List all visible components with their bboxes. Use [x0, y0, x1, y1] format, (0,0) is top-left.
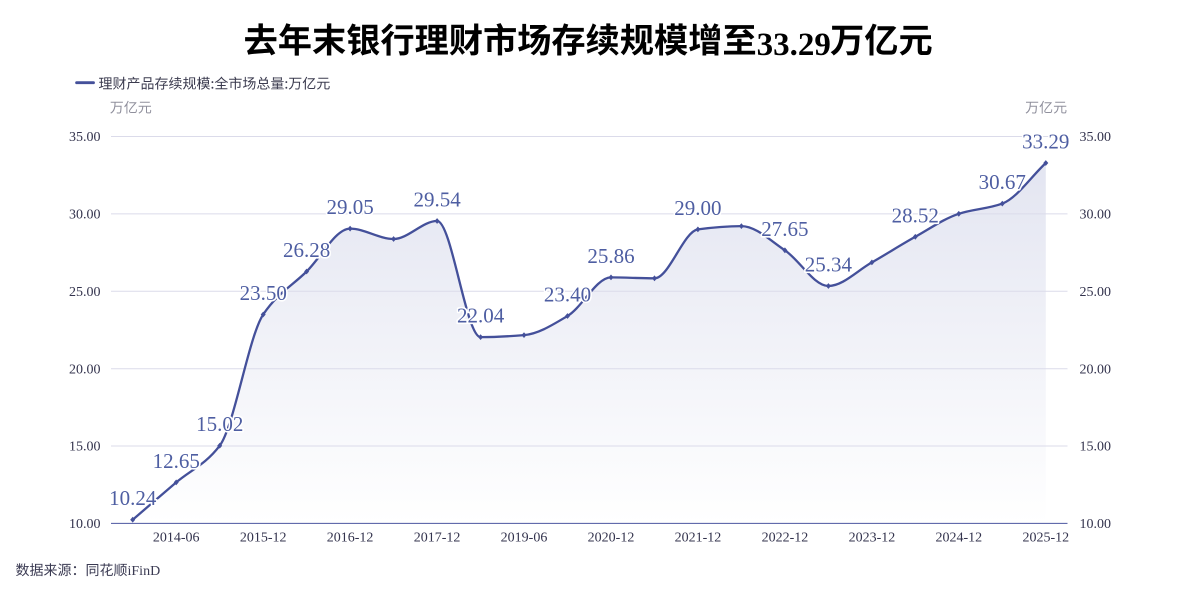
svg-text:29.54: 29.54 [413, 188, 461, 212]
svg-text:27.65: 27.65 [761, 217, 808, 241]
svg-text:30.67: 30.67 [979, 170, 1026, 194]
svg-text:2021-12: 2021-12 [675, 530, 722, 545]
svg-text:29.05: 29.05 [326, 195, 373, 219]
svg-text:10.24: 10.24 [109, 486, 157, 510]
svg-text:23.50: 23.50 [240, 281, 287, 305]
svg-text:30.00: 30.00 [69, 208, 101, 223]
svg-text:10.00: 10.00 [69, 517, 101, 532]
svg-text:35.00: 35.00 [1080, 130, 1112, 145]
svg-text:15.02: 15.02 [196, 412, 243, 436]
svg-text:2020-12: 2020-12 [588, 530, 635, 545]
svg-text:2024-12: 2024-12 [935, 530, 982, 545]
svg-text:2016-12: 2016-12 [327, 530, 374, 545]
svg-text:26.28: 26.28 [283, 238, 330, 262]
svg-text:33.29: 33.29 [757, 27, 831, 63]
svg-text:iFinD: iFinD [128, 564, 161, 579]
svg-text:2025-12: 2025-12 [1022, 530, 1069, 545]
svg-text:2019-06: 2019-06 [501, 530, 548, 545]
svg-text:25.34: 25.34 [805, 253, 853, 277]
svg-text:2023-12: 2023-12 [849, 530, 896, 545]
svg-text:23.40: 23.40 [544, 283, 591, 307]
svg-text:25.00: 25.00 [69, 285, 101, 300]
svg-text:25.00: 25.00 [1080, 285, 1112, 300]
svg-text:2022-12: 2022-12 [762, 530, 809, 545]
svg-text:12.65: 12.65 [153, 449, 200, 473]
svg-text:33.29: 33.29 [1022, 130, 1069, 154]
svg-text:29.00: 29.00 [674, 196, 721, 220]
svg-text:2014-06: 2014-06 [153, 530, 200, 545]
svg-text:22.04: 22.04 [457, 304, 505, 328]
svg-text:2015-12: 2015-12 [240, 530, 287, 545]
svg-text:10.00: 10.00 [1080, 517, 1112, 532]
svg-text:35.00: 35.00 [69, 130, 101, 145]
svg-text:20.00: 20.00 [69, 362, 101, 377]
svg-text:15.00: 15.00 [69, 440, 101, 455]
svg-text:28.52: 28.52 [892, 203, 939, 227]
svg-text:25.86: 25.86 [587, 244, 634, 268]
svg-text:20.00: 20.00 [1080, 362, 1112, 377]
svg-text:15.00: 15.00 [1080, 440, 1112, 455]
svg-text:2017-12: 2017-12 [414, 530, 461, 545]
svg-text:30.00: 30.00 [1080, 208, 1112, 223]
